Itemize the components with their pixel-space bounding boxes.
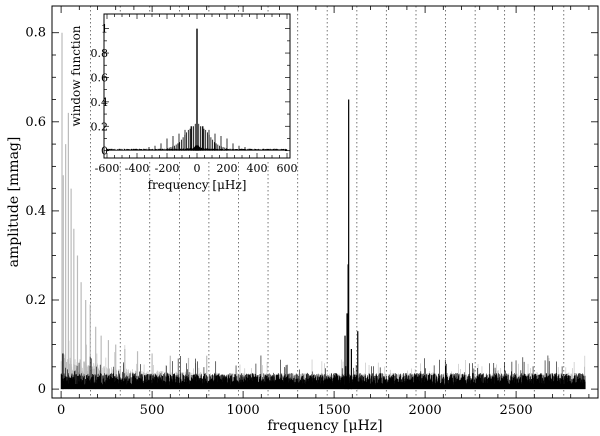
inset-x-tick-label: 0	[194, 162, 201, 175]
inset-x-tick-label: 600	[277, 162, 298, 175]
x-tick-label: 2500	[500, 403, 533, 418]
y-tick-label: 0.6	[25, 115, 46, 130]
inset-x-tick-label: -400	[125, 162, 150, 175]
series-black	[60, 99, 586, 390]
inset-y-tick-label: 0.8	[91, 47, 109, 60]
inset-y-axis-label: window function	[69, 25, 83, 126]
x-tick-label: 0	[57, 403, 65, 418]
window-function-inset: -600 -400 -200 0 200 400 600 0 0.2 0.4 0.6 0.8 1 freq…	[69, 12, 298, 192]
inset-y-tick-label: 1	[101, 23, 108, 36]
x-tick-label: 1000	[227, 403, 260, 418]
y-tick-label: 0.4	[25, 204, 46, 219]
plot-frame	[51, 5, 599, 399]
main-plot: 0 500 1000 1500 2000 250000.20.40.60.8frequen…	[6, 5, 599, 434]
inset-y-tick-label: 0.4	[91, 96, 109, 109]
noise-spectrum	[60, 355, 586, 390]
x-tick-label: 2000	[409, 403, 442, 418]
inset-y-tick-label: 0	[101, 145, 108, 158]
inset-x-tick-label: -200	[155, 162, 180, 175]
y-axis-label: amplitude [mmag]	[6, 137, 22, 268]
x-tick-label: 1500	[318, 403, 351, 418]
x-tick-label: 500	[140, 403, 165, 418]
inset-x-axis-label: frequency [μHz]	[148, 178, 247, 192]
inset-y-tick-label: 0.2	[91, 120, 109, 133]
y-tick-label: 0.2	[25, 293, 46, 308]
inset-x-tick-label: -600	[95, 162, 120, 175]
y-tick-label: 0	[38, 382, 46, 397]
inset-x-tick-label: 400	[247, 162, 268, 175]
inset-x-tick-label: 200	[217, 162, 238, 175]
x-axis-label: frequency [μHz]	[267, 418, 382, 434]
inset-y-tick-label: 0.6	[91, 71, 109, 84]
y-tick-label: 0.8	[25, 26, 46, 41]
